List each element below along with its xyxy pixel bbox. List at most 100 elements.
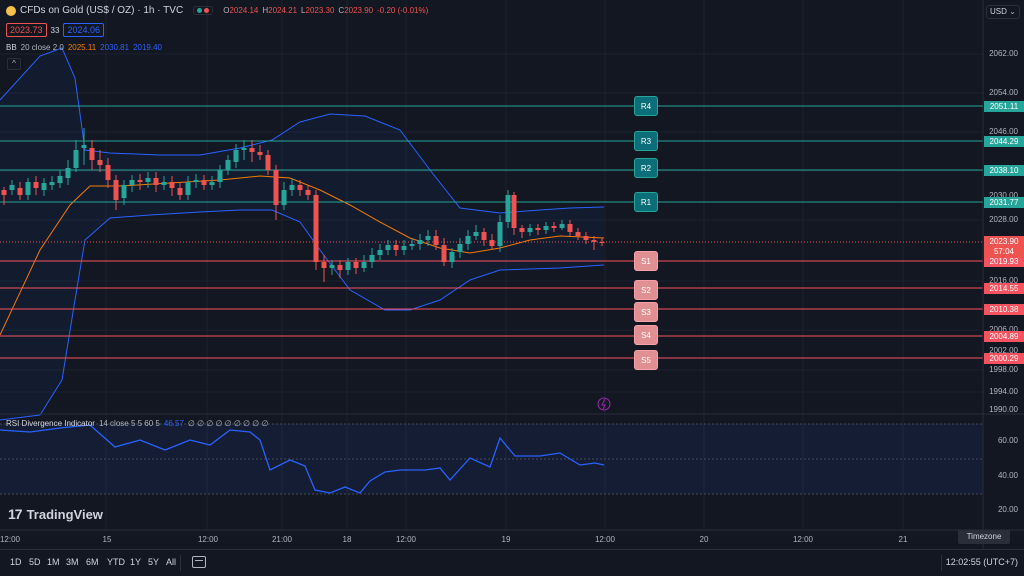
ask-price[interactable]: 2024.06 [63, 23, 104, 37]
clock-timezone[interactable]: 12:02:55 (UTC+7) [945, 557, 1018, 567]
candle-body [225, 160, 231, 170]
ohlc-high: H2024.21 [262, 6, 298, 15]
candle-body [1, 190, 7, 195]
bar-countdown: 57:04 [993, 247, 1015, 256]
candle-body [321, 262, 327, 268]
candle-body [97, 160, 103, 165]
level-price-tag-s2: 2014.55 [984, 283, 1024, 294]
range-button-1d[interactable]: 1D [10, 557, 22, 567]
bb-lower-line [0, 209, 605, 421]
level-label-s1[interactable]: S1 [634, 251, 658, 271]
price-axis-label: 2062.00 [989, 49, 1018, 58]
time-axis-label: 19 [501, 535, 511, 544]
candle-body [425, 236, 431, 240]
rsi-legend[interactable]: RSI Divergence Indicator 14 close 5 5 60… [6, 419, 268, 428]
price-axis-label: 1998.00 [989, 365, 1018, 374]
range-button-1m[interactable]: 1M [47, 557, 60, 567]
bb-params: 20 close 2 0 [20, 43, 64, 52]
currency-selector[interactable]: USD ⌄ [986, 5, 1020, 19]
rsi-axis-label: 60.00 [997, 436, 1018, 445]
candle-body [449, 252, 455, 262]
tradingview-logo-text: TradingView [26, 506, 103, 522]
range-button-5y[interactable]: 5Y [148, 557, 160, 567]
candle-body [329, 265, 335, 268]
candle-body [497, 222, 503, 246]
level-label-s4[interactable]: S4 [634, 325, 658, 345]
symbol-status-icon [6, 5, 16, 16]
candle-body [153, 178, 159, 185]
candle-body [137, 180, 143, 182]
level-price-tag-s1: 2019.93 [984, 256, 1024, 267]
rsi-axis-label: 20.00 [997, 505, 1018, 514]
candle-body [457, 244, 463, 252]
level-label-r3[interactable]: R3 [634, 131, 658, 151]
candle-body [305, 190, 311, 195]
ohlc-close: C2023.90 [338, 6, 374, 15]
level-label-r2[interactable]: R2 [634, 158, 658, 178]
bb-lower-value: 2019.40 [133, 43, 162, 52]
range-button-3m[interactable]: 3M [66, 557, 79, 567]
level-label-r4[interactable]: R4 [634, 96, 658, 116]
tradingview-logo-mark: 17 [8, 506, 23, 522]
rsi-name: RSI Divergence Indicator [6, 419, 95, 428]
time-axis-label: 12:00 [197, 535, 219, 544]
bid-ask-row: 2023.73 33 2024.06 [6, 23, 104, 37]
bb-band-fill [0, 48, 604, 420]
time-axis-label: 12:00 [594, 535, 616, 544]
candle-body [105, 165, 111, 180]
price-axis-label: 1990.00 [989, 405, 1018, 414]
range-button-6m[interactable]: 6M [86, 557, 99, 567]
range-button-all[interactable]: All [166, 557, 177, 567]
bid-price[interactable]: 2023.73 [6, 23, 47, 37]
candle-body [201, 180, 207, 185]
price-axis-label: 2016.00 [989, 276, 1018, 285]
range-button-ytd[interactable]: YTD [107, 557, 125, 567]
candle-body [559, 224, 565, 228]
candle-body [129, 180, 135, 185]
range-button-5d[interactable]: 5D [29, 557, 41, 567]
range-button-1y[interactable]: 1Y [130, 557, 142, 567]
candle-body [369, 255, 375, 262]
collapse-legend-icon[interactable]: ^ [7, 58, 21, 70]
ohlc-open: O2024.14 [223, 6, 259, 15]
date-range-icon[interactable] [192, 556, 206, 568]
level-label-s5[interactable]: S5 [634, 350, 658, 370]
candle-body [257, 152, 263, 155]
bb-upper-value: 2030.81 [100, 43, 130, 52]
candle-body [121, 185, 127, 198]
candle-body [409, 244, 415, 246]
candle-body [209, 182, 215, 185]
rsi-band [0, 424, 983, 494]
level-label-r1[interactable]: R1 [634, 192, 658, 212]
level-price-tag-r3: 2044.29 [984, 136, 1024, 147]
candle-body [519, 228, 525, 232]
bb-legend[interactable]: BB 20 close 2 0 2025.11 2030.81 2019.40 [6, 43, 162, 52]
candle-body [113, 180, 119, 200]
spread: 33 [50, 25, 60, 35]
level-label-s3[interactable]: S3 [634, 302, 658, 322]
candle-body [535, 228, 541, 230]
candle-body [353, 262, 359, 268]
candle-body [81, 145, 87, 148]
candle-body [169, 182, 175, 188]
time-axis-label: 20 [699, 535, 709, 544]
time-axis-label: 15 [102, 535, 112, 544]
candle-body [57, 176, 63, 183]
level-label-s2[interactable]: S2 [634, 280, 658, 300]
timezone-button[interactable]: Timezone [958, 530, 1010, 544]
rsi-line [0, 424, 605, 494]
candles [1, 128, 605, 282]
level-price-tag-r4: 2051.11 [984, 101, 1024, 112]
candle-body [473, 232, 479, 236]
tradingview-logo[interactable]: 17 TradingView [8, 506, 103, 522]
ohlc-change: -0.20 (-0.01%) [377, 6, 429, 15]
candle-body [25, 182, 31, 195]
market-status-icon[interactable] [193, 6, 214, 15]
time-axis-label: 21:00 [271, 535, 293, 544]
price-axis-label: 1994.00 [989, 387, 1018, 396]
candle-body [65, 168, 71, 178]
symbol-legend[interactable]: CFDs on Gold (US$ / OZ) · 1h · TVC O2024… [6, 5, 428, 16]
candle-body [543, 226, 549, 230]
symbol-title: CFDs on Gold (US$ / OZ) · 1h · TVC [20, 5, 184, 16]
